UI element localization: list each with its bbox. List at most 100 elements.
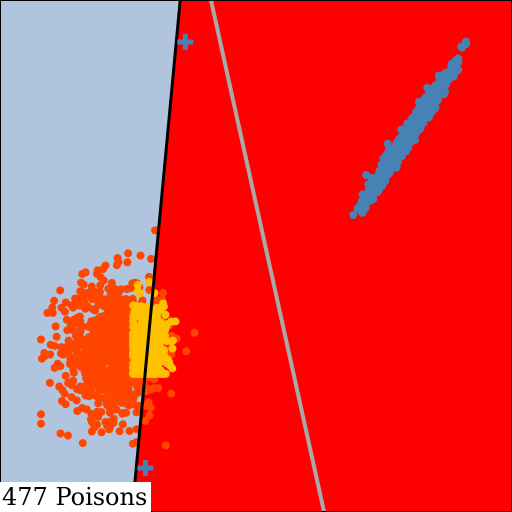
data-point [97, 428, 106, 437]
data-point [81, 268, 90, 277]
data-point [103, 421, 112, 430]
data-point [45, 378, 54, 387]
data-point [87, 427, 96, 436]
data-point [116, 346, 125, 355]
data-point [190, 328, 199, 337]
data-point [123, 391, 132, 400]
data-point [73, 337, 82, 346]
plus-marker [137, 459, 154, 476]
data-point [58, 386, 67, 394]
data-point [56, 429, 65, 438]
data-point [76, 320, 85, 329]
data-point [161, 369, 170, 378]
boundary-clean [208, 0, 327, 512]
decision-boundaries [130, 0, 327, 512]
data-point [100, 295, 109, 304]
data-point [69, 303, 78, 312]
data-point [106, 334, 115, 343]
data-point [413, 117, 422, 126]
data-point [85, 333, 94, 341]
data-point [447, 59, 456, 68]
data-point [106, 371, 115, 380]
data-point [142, 304, 151, 313]
data-point [152, 297, 161, 305]
data-point [75, 351, 84, 360]
data-point [40, 349, 49, 357]
data-point [107, 398, 116, 407]
data-point [52, 332, 61, 341]
data-point [109, 414, 118, 423]
data-point [135, 356, 144, 365]
data-point [94, 301, 103, 310]
data-point [155, 320, 163, 329]
data-point [149, 335, 158, 344]
data-point [82, 381, 90, 390]
data-point [77, 278, 86, 287]
data-point [123, 354, 131, 363]
data-point [85, 322, 94, 331]
data-point [93, 407, 102, 416]
data-point [104, 340, 113, 349]
data-point [383, 139, 392, 148]
data-point [87, 418, 96, 426]
data-point [108, 306, 117, 315]
data-point [56, 362, 65, 371]
data-point [98, 383, 107, 391]
data-point [438, 79, 447, 88]
data-point [67, 381, 76, 390]
data-point [415, 111, 424, 120]
data-point [96, 315, 105, 324]
data-point [97, 359, 105, 368]
data-point [145, 277, 154, 286]
data-point [121, 373, 130, 382]
data-point [182, 347, 191, 356]
data-point [132, 301, 141, 310]
data-point [117, 285, 125, 294]
data-point [86, 290, 95, 299]
data-point [162, 359, 171, 368]
poison-points [129, 277, 180, 378]
data-point [80, 289, 89, 298]
data-point [387, 152, 396, 161]
data-point [122, 320, 130, 329]
data-point [132, 408, 141, 417]
data-point [122, 285, 131, 293]
data-point [37, 335, 45, 344]
plus-bar-v [182, 33, 188, 50]
data-point [423, 83, 432, 92]
data-point [367, 174, 376, 183]
data-point [57, 303, 66, 312]
data-point [115, 427, 124, 436]
data-point [56, 349, 65, 358]
data-point [364, 187, 373, 196]
plus-marker [177, 33, 194, 50]
data-point [159, 299, 168, 308]
data-point [107, 278, 116, 287]
data-point [421, 112, 430, 121]
data-point [67, 393, 76, 402]
data-point [124, 249, 133, 258]
data-point [118, 420, 127, 429]
data-point [125, 427, 134, 435]
data-point [139, 345, 148, 354]
data-point [149, 354, 158, 362]
data-point [119, 303, 128, 312]
data-point [146, 403, 155, 412]
blue-cluster [349, 37, 470, 219]
data-point [141, 416, 150, 425]
data-point [57, 396, 66, 405]
data-point [113, 254, 122, 263]
data-point [109, 352, 118, 361]
data-point [64, 431, 72, 440]
data-point [133, 280, 142, 289]
data-point [129, 335, 138, 344]
data-point [158, 289, 167, 297]
data-point [123, 258, 132, 267]
data-point [147, 385, 155, 394]
data-point [105, 386, 114, 394]
data-point [77, 363, 85, 372]
data-point [37, 419, 45, 428]
data-point [114, 397, 123, 406]
poison-count-label: 477 Poisons [0, 482, 152, 512]
data-point [61, 298, 70, 307]
